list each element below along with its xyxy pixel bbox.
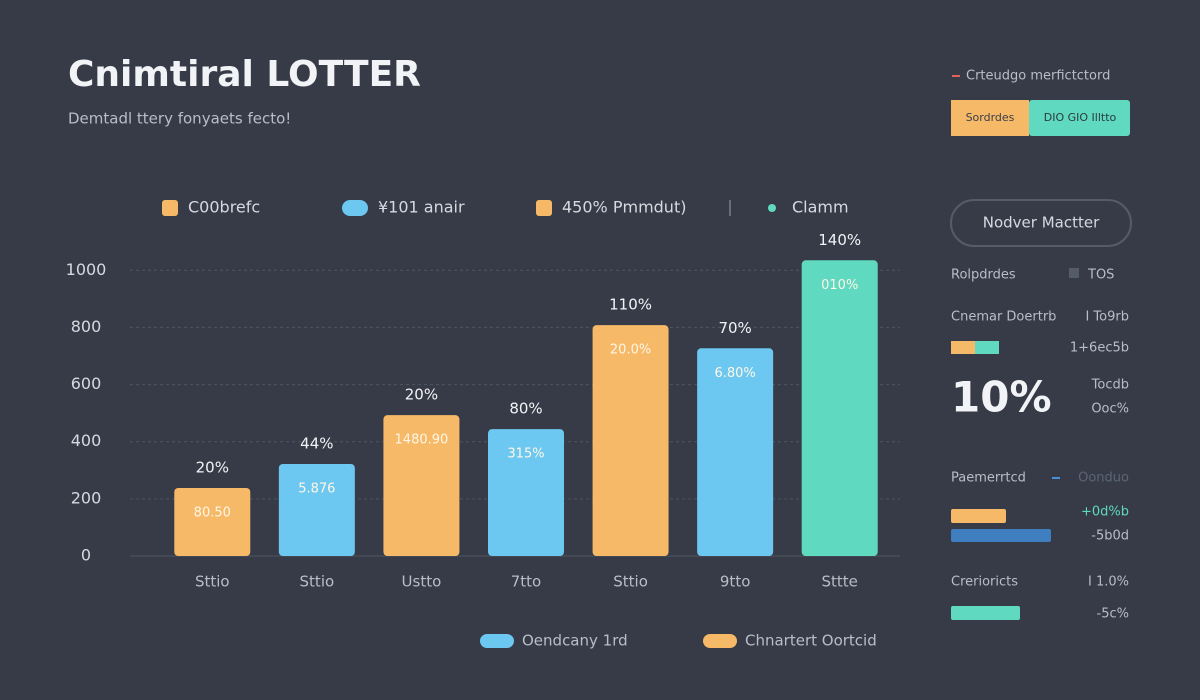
bar-inner-label: 315% — [507, 447, 544, 462]
bar-top-label: 140% — [818, 231, 861, 249]
legend-swatch — [768, 204, 776, 212]
row-value: TOS — [1087, 268, 1114, 283]
legend-swatch — [703, 634, 737, 648]
row-label: Rolpdrdes — [951, 268, 1016, 283]
bar-inner-label: 20.0% — [610, 343, 651, 358]
bar-top-label: 20% — [405, 386, 438, 404]
bar-inner-label: 1480.90 — [395, 433, 449, 448]
bar-top-label: 80% — [509, 400, 542, 418]
bar-top-label: 70% — [718, 319, 751, 337]
row-label: Crerioricts — [951, 575, 1018, 590]
bar — [278, 464, 355, 556]
bar — [174, 488, 251, 556]
x-tick-label: Sttte — [822, 573, 858, 591]
pill-button[interactable] — [950, 199, 1132, 247]
x-tick-label: Sttio — [195, 573, 230, 591]
mini-bar — [975, 341, 999, 354]
mini-bar — [951, 341, 975, 354]
x-tick-label: Ustto — [402, 573, 442, 591]
y-tick-label: 0 — [81, 546, 91, 565]
row-value: -5c% — [1097, 607, 1129, 622]
legend-swatch — [536, 200, 552, 216]
legend-label: ¥101 anair — [378, 198, 465, 217]
checkbox[interactable] — [1069, 268, 1079, 278]
x-tick-label: 9tto — [720, 573, 750, 591]
x-tick-label: Sttio — [300, 573, 335, 591]
row-value: I To9rb — [1085, 310, 1129, 325]
row-sub: 1+6ec5b — [1070, 341, 1129, 356]
row-value: +0d%b — [1081, 505, 1129, 520]
x-tick-label: 7tto — [511, 573, 541, 591]
subtitle: Demtadl ttery fonyaets fecto! — [68, 110, 291, 128]
row-label: Paemerrtcd — [951, 471, 1026, 486]
legend-label: Oendcany 1rd — [522, 632, 628, 650]
mini-bar — [951, 606, 1020, 620]
bar — [383, 415, 460, 556]
bar — [697, 348, 774, 556]
button[interactable] — [951, 100, 1029, 136]
pill-label[interactable]: Nodver Mactter — [983, 214, 1100, 232]
bar-inner-label: 6.80% — [714, 366, 755, 381]
bar — [592, 325, 669, 556]
y-tick-label: 600 — [71, 374, 102, 393]
panel-heading: Crteudgo merfictctord — [966, 69, 1110, 84]
bar-inner-label: 5.876 — [298, 482, 335, 497]
y-tick-label: 400 — [71, 431, 102, 450]
big-number: 10% — [951, 373, 1052, 422]
x-tick-label: Sttio — [613, 573, 648, 591]
legend-swatch — [162, 200, 178, 216]
row-value: I 1.0% — [1088, 575, 1129, 590]
row-value: Oonduo — [1078, 471, 1129, 486]
legend-swatch — [480, 634, 514, 648]
y-tick-label: 1000 — [66, 260, 107, 279]
legend-label: 450% Pmmdut) — [562, 198, 686, 217]
title: Cnimtiral LOTTER — [68, 54, 421, 95]
big-note: Ooc% — [1091, 402, 1129, 417]
button-label[interactable]: Sordrdes — [966, 111, 1015, 124]
mini-bar — [951, 529, 1051, 542]
legend-label: C00brefc — [188, 198, 260, 217]
button[interactable] — [1029, 100, 1130, 136]
bar-inner-label: 80.50 — [194, 506, 231, 521]
bar — [488, 429, 564, 556]
row-label: Cnemar Doertrb — [951, 310, 1056, 325]
bar-inner-label: 010% — [821, 278, 858, 293]
legend-label: Clamm — [792, 198, 849, 217]
button-label[interactable]: DIO GIO Illtto — [1044, 111, 1117, 124]
bar-top-label: 44% — [300, 435, 333, 453]
big-note: Tocdb — [1091, 378, 1129, 393]
legend-swatch — [342, 200, 368, 216]
y-tick-label: 200 — [71, 488, 102, 507]
y-tick-label: 800 — [71, 317, 102, 336]
bar-top-label: 20% — [196, 459, 229, 477]
legend-label: Chnartert Oortcid — [745, 632, 877, 650]
mini-bar — [951, 509, 1006, 523]
bar — [801, 260, 878, 556]
row-value: -5b0d — [1091, 529, 1129, 544]
bar-top-label: 110% — [609, 296, 652, 314]
